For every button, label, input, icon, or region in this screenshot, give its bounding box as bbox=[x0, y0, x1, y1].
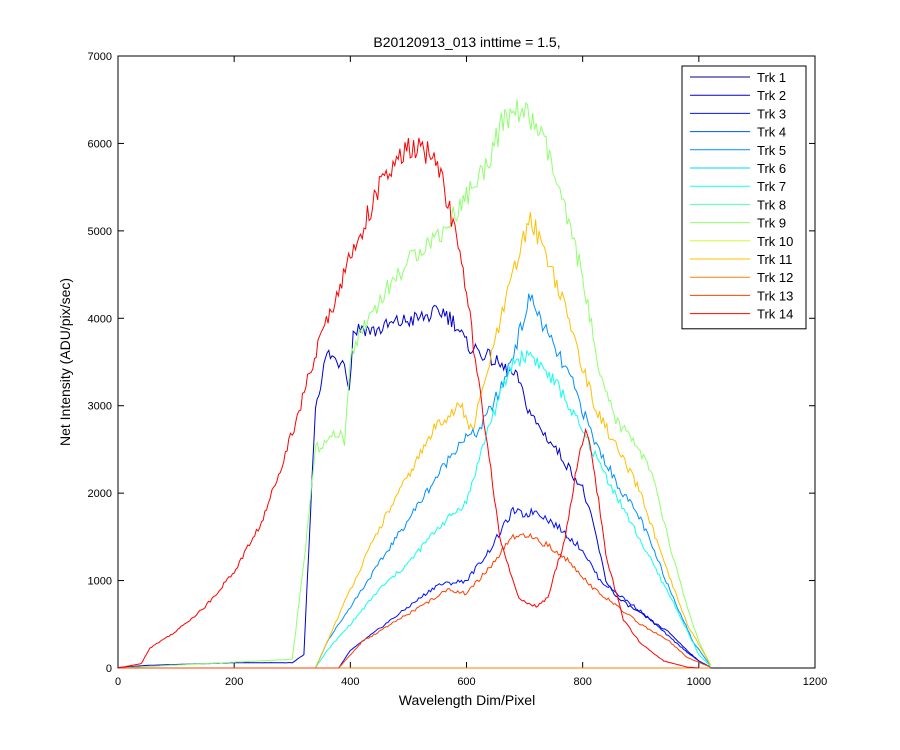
y-axis-label: Net Intensity (ADU/pix/sec) bbox=[57, 278, 73, 446]
legend-entry: Trk 12 bbox=[757, 270, 793, 285]
axis-ticks: 0 200 400 600 800 1000 1200 0 1000 2000 3000 4000 50… bbox=[88, 51, 828, 688]
x-tick-label: 1200 bbox=[803, 676, 827, 688]
legend-entry: Trk 2 bbox=[757, 88, 786, 103]
legend: Trk 1 Trk 2 Trk 3 Trk 4 Trk 5 Trk 6 Trk 7 Trk 8… bbox=[681, 65, 807, 330]
x-tick-label: 400 bbox=[341, 676, 359, 688]
legend-entry: Trk 1 bbox=[757, 70, 786, 85]
y-tick-label: 3000 bbox=[88, 401, 112, 413]
y-tick-label: 6000 bbox=[88, 138, 112, 150]
x-axis-label: Wavelength Dim/Pixel bbox=[399, 692, 535, 708]
legend-entry: Trk 10 bbox=[757, 234, 793, 249]
x-tick-label: 800 bbox=[573, 676, 591, 688]
y-tick-label: 2000 bbox=[88, 488, 112, 500]
x-tick-label: 600 bbox=[457, 676, 475, 688]
x-tick-label: 1000 bbox=[687, 676, 711, 688]
legend-entry: Trk 3 bbox=[757, 106, 786, 121]
legend-entry: Trk 11 bbox=[757, 252, 792, 267]
legend-entry: Trk 4 bbox=[757, 125, 786, 140]
legend-entry: Trk 9 bbox=[757, 216, 786, 231]
legend-box bbox=[681, 65, 807, 330]
legend-entry: Trk 8 bbox=[757, 197, 786, 212]
y-tick-label: 5000 bbox=[88, 226, 112, 238]
series-line-13 bbox=[118, 532, 711, 669]
y-tick-label: 1000 bbox=[88, 576, 112, 588]
series-line-9 bbox=[117, 99, 711, 669]
legend-entry: Trk 13 bbox=[757, 288, 793, 303]
legend-entry: Trk 5 bbox=[757, 143, 786, 158]
legend-entry: Trk 6 bbox=[757, 161, 786, 176]
legend-entry: Trk 7 bbox=[757, 179, 786, 194]
x-tick-label: 200 bbox=[225, 676, 243, 688]
series-line-14 bbox=[117, 137, 699, 669]
y-tick-label: 0 bbox=[106, 663, 112, 675]
x-tick-label: 0 bbox=[115, 676, 121, 688]
series-lines bbox=[117, 99, 711, 669]
y-tick-label: 7000 bbox=[88, 51, 112, 63]
legend-entry: Trk 14 bbox=[757, 307, 793, 322]
y-tick-label: 4000 bbox=[88, 313, 112, 325]
chart-title: B20120913_013 inttime = 1.5, bbox=[373, 34, 560, 50]
